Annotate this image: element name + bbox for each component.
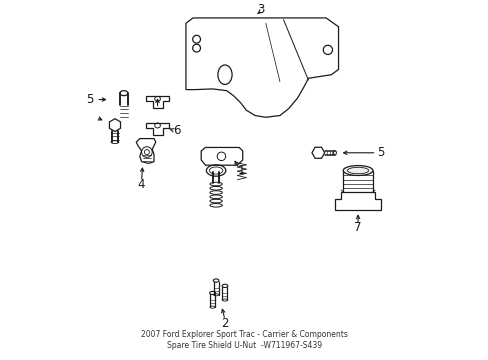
Text: 5: 5 — [86, 93, 94, 106]
Text: 5: 5 — [377, 146, 384, 159]
Text: 3: 3 — [256, 3, 264, 15]
Ellipse shape — [343, 166, 372, 175]
Text: 2007 Ford Explorer Sport Trac - Carrier & Components
Spare Tire Shield U-Nut  -W: 2007 Ford Explorer Sport Trac - Carrier … — [141, 330, 347, 350]
Text: 2: 2 — [221, 317, 228, 330]
Text: 4: 4 — [138, 178, 145, 191]
Text: 1: 1 — [237, 164, 244, 177]
Text: 7: 7 — [354, 221, 361, 234]
Text: 6: 6 — [173, 124, 181, 137]
